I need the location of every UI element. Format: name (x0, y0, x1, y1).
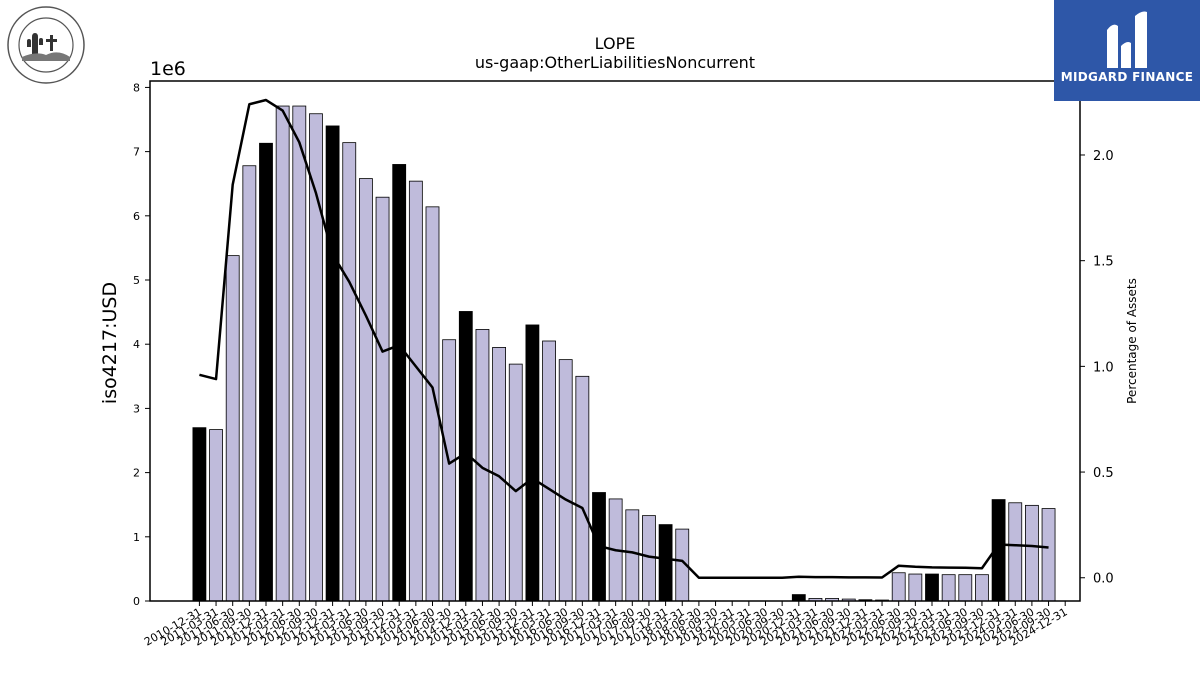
bar (558, 359, 573, 602)
bar (225, 255, 240, 602)
y2-axis-label: Percentage of Assets (1125, 278, 1139, 404)
bar (275, 105, 290, 602)
percentage-line (199, 98, 1049, 579)
bar (209, 429, 223, 602)
y-tick-label: 4 (133, 338, 140, 351)
bar (575, 375, 590, 602)
bar (192, 427, 207, 602)
y2-tick-label: 1.5 (1093, 255, 1114, 270)
y2-tick-label: 1.0 (1093, 360, 1114, 375)
bar (975, 574, 989, 602)
university-logo (6, 5, 86, 85)
chart-subtitle: us-gaap:OtherLiabilitiesNoncurrent (475, 53, 755, 72)
brand-name: MIDGARD FINANCE (1060, 70, 1194, 84)
y-tick-label: 8 (133, 81, 140, 94)
bar (292, 105, 307, 602)
y2-tick-label: 0.5 (1093, 466, 1114, 481)
bar (508, 363, 523, 602)
bar (925, 573, 939, 602)
bar (658, 524, 673, 602)
bar (941, 574, 956, 602)
bar (1041, 508, 1056, 602)
brand-logo: MIDGARD FINANCE (1054, 0, 1200, 101)
y-tick-label: 7 (133, 146, 140, 159)
chart-title: LOPE (595, 34, 636, 53)
bar (542, 340, 556, 602)
bar (1008, 502, 1023, 602)
bar (625, 509, 640, 602)
y2-tick-label: 0.0 (1093, 572, 1114, 587)
y-tick-label: 2 (133, 467, 140, 480)
bar (525, 324, 540, 602)
bar (325, 125, 340, 602)
bar (375, 196, 390, 602)
bar (358, 178, 373, 602)
y-tick-label: 0 (133, 595, 140, 608)
y-tick-label: 6 (133, 210, 140, 223)
bar (1025, 504, 1039, 602)
bars-layer (192, 105, 1056, 602)
bar (791, 594, 806, 602)
y-tick-label: 1 (133, 531, 140, 544)
plot-frame (149, 80, 1081, 602)
midgard-logo-icon (1107, 11, 1147, 69)
bar (958, 574, 973, 602)
y-tick-label: 3 (133, 402, 140, 415)
bar (442, 339, 457, 602)
bar (242, 165, 257, 602)
bar (392, 164, 407, 602)
bar (891, 572, 906, 602)
bar (342, 142, 357, 602)
bar (259, 142, 273, 602)
bar (309, 113, 323, 602)
university-seal-icon (7, 6, 85, 84)
axes-layer: 0123456780.00.51.01.52.02010-12-312011-0… (133, 80, 1114, 649)
bar (408, 180, 423, 602)
y-axis-label: iso4217:USD (99, 282, 121, 404)
y2-tick-label: 2.0 (1093, 149, 1114, 164)
bar (908, 573, 923, 602)
y-tick-label: 5 (133, 274, 140, 287)
line-layer (199, 98, 1049, 579)
y-axis-offset-label: 1e6 (150, 58, 186, 80)
